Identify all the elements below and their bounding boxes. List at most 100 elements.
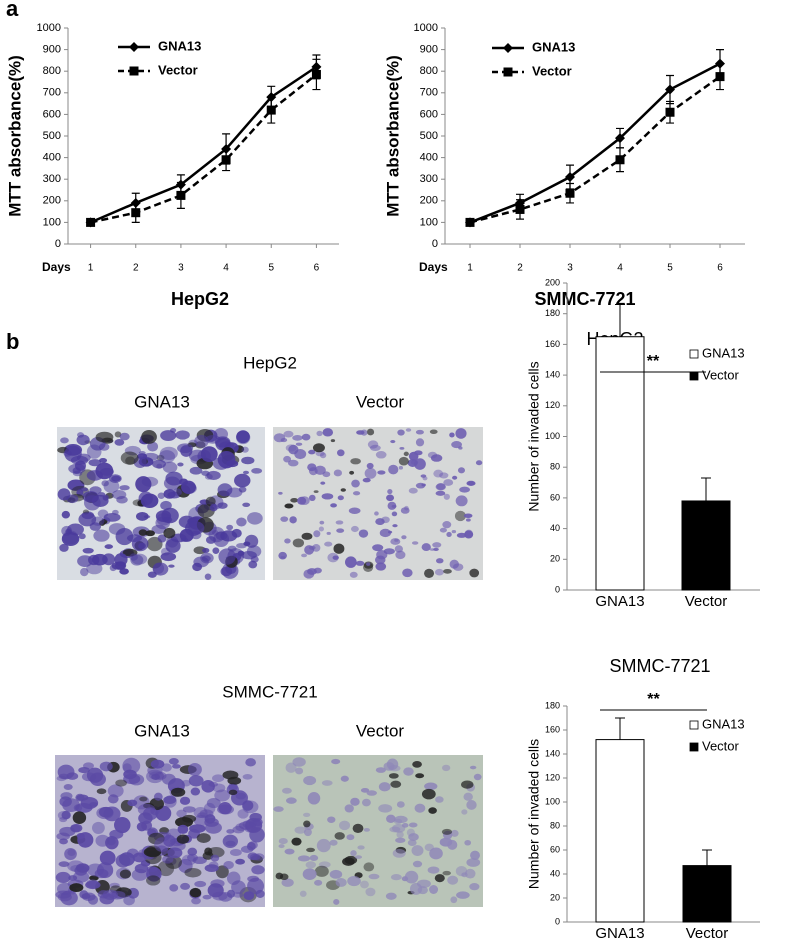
cell: [392, 823, 406, 833]
cell: [365, 887, 376, 897]
x-tick-label: 5: [667, 263, 673, 274]
cell: [162, 855, 174, 864]
error-bar: [615, 303, 625, 337]
cell: [406, 828, 415, 837]
cell: [165, 538, 181, 553]
cell: [449, 559, 459, 569]
cell: [152, 459, 166, 469]
cell: [421, 788, 436, 800]
cell: [469, 568, 480, 578]
cell: [435, 490, 446, 496]
cell: [58, 861, 70, 867]
cell: [96, 862, 114, 879]
cell: [163, 489, 176, 499]
cell: [208, 781, 219, 787]
cell: [88, 554, 100, 566]
cell: [99, 850, 116, 866]
cell: [76, 864, 89, 873]
cell: [131, 536, 149, 552]
cell: [278, 551, 287, 560]
cell: [383, 548, 395, 555]
cell: [392, 524, 398, 528]
cell: [114, 817, 131, 834]
cell: [191, 897, 201, 905]
cell: [322, 428, 334, 437]
cell: [466, 858, 481, 867]
cell: [331, 758, 341, 765]
cell: [415, 773, 425, 779]
cell: [436, 558, 444, 564]
cell: [473, 773, 482, 781]
cell: [99, 893, 115, 905]
cell: [251, 467, 263, 474]
cell: [165, 471, 183, 486]
cell: [411, 541, 419, 545]
cell: [290, 498, 299, 503]
cell: [203, 802, 216, 815]
cell: [127, 799, 138, 807]
y-tick-label: 60: [550, 492, 560, 502]
cell: [163, 795, 177, 805]
data-point: [86, 217, 96, 227]
cell: [206, 798, 221, 809]
cell: [333, 543, 345, 554]
cell: [204, 847, 213, 856]
cell: [119, 869, 131, 879]
x-tick-label: 5: [268, 263, 274, 274]
cell: [281, 878, 294, 887]
cell: [303, 775, 317, 786]
cell: [366, 428, 375, 436]
cell: [284, 503, 294, 509]
cell: [297, 855, 311, 862]
cell: [407, 839, 417, 846]
cell: [57, 764, 75, 780]
chart-title: SMMC-7721: [609, 656, 710, 676]
cell: [143, 515, 151, 519]
image-label: GNA13: [134, 721, 190, 740]
significance-label: **: [647, 353, 660, 370]
cell: [175, 430, 190, 440]
cell: [278, 844, 285, 849]
cell: [64, 848, 77, 861]
panel-label: a: [6, 0, 19, 21]
legend-label: GNA13: [532, 39, 575, 54]
cell: [420, 474, 427, 478]
cell: [217, 450, 236, 469]
cell: [181, 854, 197, 866]
cell: [204, 864, 219, 873]
cell: [349, 470, 355, 475]
cell: [172, 764, 181, 769]
cell: [415, 429, 424, 435]
cell: [314, 879, 323, 886]
cell: [242, 820, 255, 829]
cell: [334, 832, 345, 840]
cell: [360, 429, 368, 436]
cell: [241, 456, 255, 465]
cell: [457, 467, 465, 474]
cell: [142, 452, 159, 461]
x-tick-label: Vector: [686, 925, 729, 942]
cell: [414, 803, 426, 813]
x-axis-label: Days: [42, 260, 71, 274]
y-tick-label: 120: [545, 772, 560, 782]
micrograph: [273, 427, 483, 580]
cell: [449, 432, 455, 438]
data-point: [515, 204, 525, 214]
cell: [429, 885, 439, 894]
cell: [314, 465, 326, 475]
cell: [352, 491, 361, 496]
cell: [235, 858, 245, 865]
cell: [194, 434, 209, 448]
cell: [381, 516, 390, 524]
y-tick-label: 600: [43, 108, 61, 120]
cell: [138, 529, 148, 536]
cell: [386, 814, 396, 823]
micrograph: [273, 755, 483, 907]
cell: [330, 439, 336, 443]
cell: [66, 494, 79, 504]
cell: [314, 865, 329, 877]
cell: [399, 447, 405, 450]
cell: [344, 804, 354, 813]
cell: [223, 860, 234, 870]
cell: [241, 446, 249, 453]
